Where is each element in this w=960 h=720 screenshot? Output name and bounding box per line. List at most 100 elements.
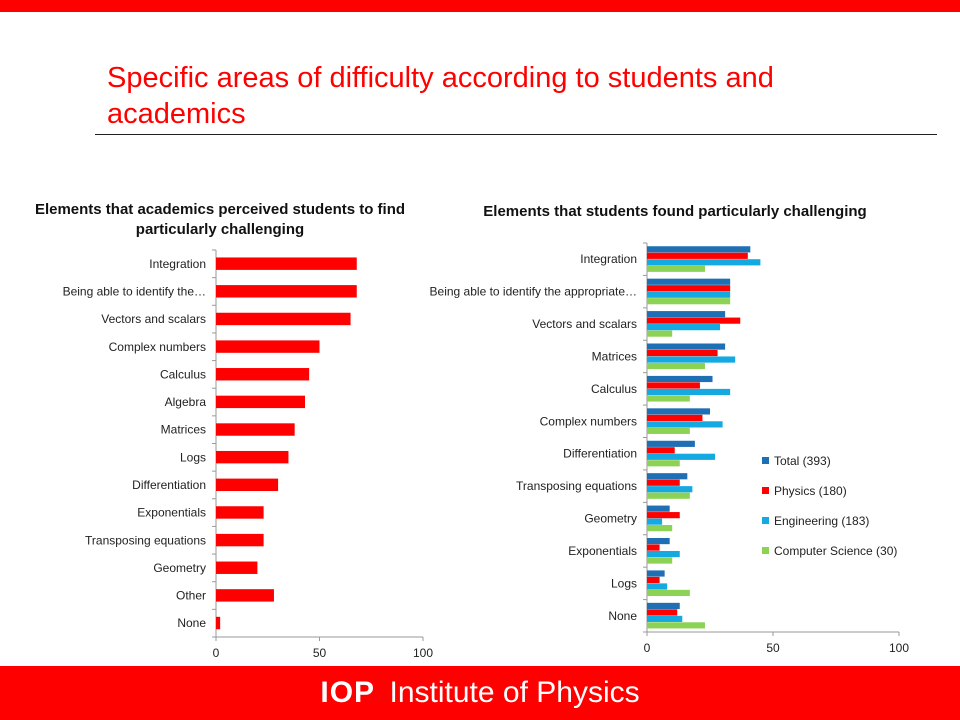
chart-0-x-tick-label: 0 <box>213 646 220 660</box>
chart-1-bar <box>647 388 731 396</box>
chart-1-bar <box>647 583 668 590</box>
chart-1-bar <box>647 440 695 447</box>
slide-title: Specific areas of difficulty according t… <box>107 62 774 130</box>
charts-canvas: 0 50 100 Integration Being able to identify … <box>63 242 909 660</box>
iop-logo: IOP Institute of Physics <box>0 666 960 720</box>
logo-mark: IOP <box>320 676 376 709</box>
chart-0-category-label: Other <box>176 589 206 603</box>
chart-1-category-label: Complex numbers <box>540 414 637 428</box>
chart-1-legend-swatch <box>762 547 769 554</box>
chart-1-bar <box>647 414 703 421</box>
chart-0-bar <box>216 423 295 436</box>
chart-0-category-label: Geometry <box>153 561 206 575</box>
chart-1-bar <box>647 525 673 532</box>
right-chart-title: Elements that students found particularl… <box>483 203 867 220</box>
chart-1-legend-label: Total (393) <box>774 454 831 468</box>
chart-0-category-label: Exponentials <box>137 506 206 520</box>
chart-0-category-label: Being able to identify the… <box>63 284 206 298</box>
chart-1-bar <box>647 343 726 350</box>
chart-0-bar <box>216 589 274 602</box>
chart-1-category-label: Integration <box>580 252 637 266</box>
chart-0-category-label: Differentiation <box>132 478 206 492</box>
chart-1-bar <box>647 252 748 259</box>
chart-1-bar <box>647 447 675 454</box>
chart-0-category-label: None <box>177 616 206 630</box>
chart-1-x-tick-label: 100 <box>889 641 909 655</box>
chart-1-bar <box>647 421 723 428</box>
chart-0-bar <box>216 450 289 464</box>
chart-0-x-tick-label: 100 <box>413 646 433 660</box>
chart-1-category-label: Calculus <box>591 382 637 396</box>
chart-1-category-label: Vectors and scalars <box>532 317 637 331</box>
chart-0-bar <box>216 616 221 630</box>
chart-0-category-label: Vectors and scalars <box>101 312 206 326</box>
chart-0-bar <box>216 533 264 547</box>
chart-1-bar <box>647 576 660 584</box>
chart-1-bar <box>647 330 673 337</box>
chart-1-bar <box>647 505 670 512</box>
chart-1-bar <box>647 492 690 499</box>
chart-1-bar <box>647 427 690 434</box>
chart-1-bar <box>647 298 731 305</box>
chart-0-bar <box>216 368 310 381</box>
chart-1-bar <box>647 259 761 266</box>
title-divider <box>95 134 937 135</box>
chart-1-category-label: Exponentials <box>568 544 637 558</box>
chart-1-category-label: Matrices <box>592 349 637 363</box>
chart-1-bar <box>647 408 710 415</box>
chart-0-category-label: Calculus <box>160 367 206 381</box>
chart-1-bar <box>647 479 680 486</box>
chart-1-bar <box>647 602 680 610</box>
chart-1-bar <box>647 473 688 480</box>
chart-1-bar <box>647 362 705 370</box>
chart-1-bar <box>647 291 731 298</box>
chart-1-bar <box>647 550 680 558</box>
chart-1-bar <box>647 395 690 402</box>
chart-1-category-label: Geometry <box>584 512 637 526</box>
chart-1-bar <box>647 570 665 577</box>
chart-1-legend-label: Engineering (183) <box>774 514 869 528</box>
chart-0-bar <box>216 506 264 519</box>
chart-1-bar <box>647 518 663 525</box>
chart-1-bar <box>647 557 673 564</box>
chart-1-bar <box>647 278 731 285</box>
chart-1-bar <box>647 453 716 460</box>
chart-0-category-label: Logs <box>180 450 206 464</box>
chart-0-category-label: Integration <box>149 257 206 271</box>
chart-0-bar <box>216 561 258 574</box>
chart-1-x-tick-label: 0 <box>644 641 651 655</box>
chart-1-legend-swatch <box>762 457 769 464</box>
chart-1-bar <box>647 311 726 318</box>
chart-1-legend-swatch <box>762 487 769 494</box>
chart-1-bar <box>647 537 670 545</box>
chart-1-bar <box>647 609 678 616</box>
chart-1-bar <box>647 544 660 551</box>
logo-name: Institute of Physics <box>389 676 640 709</box>
chart-1-bar <box>647 285 731 292</box>
chart-1-bar <box>647 460 680 467</box>
left-chart-title: Elements that academics perceived studen… <box>34 201 406 238</box>
chart-0-bar <box>216 285 357 298</box>
chart-1-category-label: Differentiation <box>563 447 637 461</box>
chart-1-bar <box>647 317 741 324</box>
chart-1-x-tick-label: 50 <box>766 641 780 655</box>
chart-1-bar <box>647 512 680 519</box>
chart-0-category-label: Complex numbers <box>109 340 206 354</box>
chart-1-bar <box>647 265 705 272</box>
chart-0-bar <box>216 340 320 353</box>
chart-0-category-label: Transposing equations <box>85 533 206 547</box>
chart-0-x-tick-label: 50 <box>313 646 327 660</box>
top-accent-bar <box>0 0 960 12</box>
chart-1-legend-swatch <box>762 517 769 524</box>
chart-1-legend-label: Computer Science (30) <box>774 544 897 558</box>
chart-0-category-label: Matrices <box>161 423 206 437</box>
chart-1-bar <box>647 622 705 629</box>
chart-1-category-label: None <box>608 609 637 623</box>
chart-1-bar <box>647 246 751 253</box>
chart-0-bar <box>216 257 357 270</box>
chart-1-bar <box>647 589 690 597</box>
chart-0-bar <box>216 395 306 409</box>
chart-0-bar <box>216 478 279 492</box>
chart-1-bar <box>647 349 718 357</box>
chart-1-bar <box>647 486 693 493</box>
